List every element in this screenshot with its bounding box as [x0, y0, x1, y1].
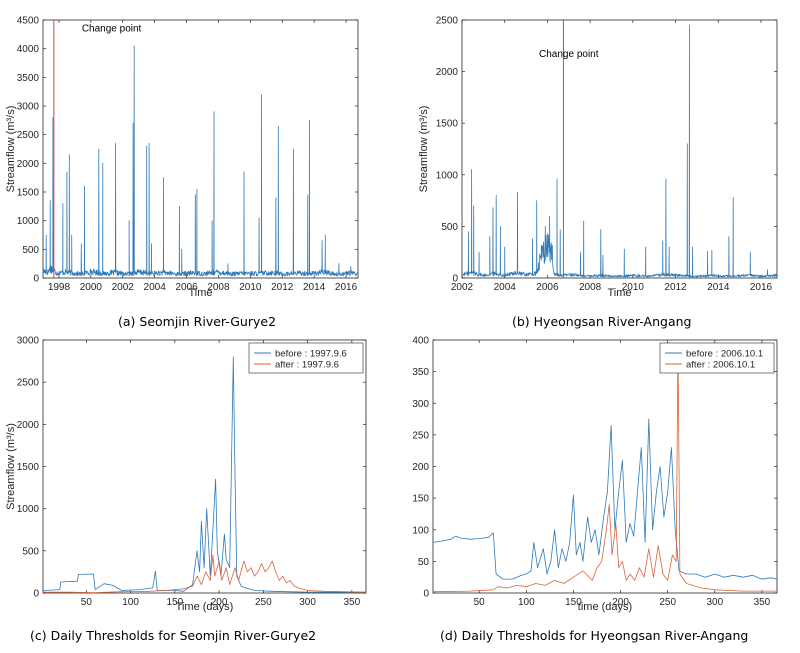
panel-c-xtick-label: 150: [167, 597, 184, 608]
panel-d-ytick-label: 100: [412, 525, 429, 536]
panel-c-xtick-label: 100: [122, 597, 139, 608]
panel-d-xtick-label: 50: [474, 597, 486, 608]
panel-a-xtick-label: 2014: [303, 282, 326, 293]
panel-d-ytick-label: 300: [412, 399, 429, 410]
panel-a-ytick-label: 500: [22, 245, 39, 256]
panel-c-xtick-label: 200: [211, 597, 228, 608]
panel-b-xtick-label: 2012: [664, 282, 687, 293]
panel-c-xtick-label: 50: [81, 597, 93, 608]
panel-c-legend-entry-0: before : 1997.9.6: [275, 348, 347, 359]
caption-a: (a) Seomjin River-Gurye2: [118, 314, 276, 329]
panel-c-y-axis-label: Streamflow (m³/s): [5, 423, 17, 510]
panel-a-xtick-label: 2002: [112, 282, 135, 293]
panel-d-ytick-label: 0: [423, 589, 429, 600]
panel-d-xtick-label: 150: [565, 597, 582, 608]
panel-d-ytick-label: 400: [412, 336, 429, 347]
panel-a-axes-box: [42, 19, 359, 279]
panel-a-x-axis-label: Time: [188, 287, 212, 299]
panel-d-x-axis-label: time (days): [578, 601, 632, 613]
panel-a-xtick-label: 2000: [80, 282, 103, 293]
panel-b-ytick-label: 1500: [436, 119, 459, 130]
panel-d-xtick-label: 250: [659, 597, 676, 608]
panel-b-series-0-line: [461, 24, 777, 278]
panel-d-ytick-label: 350: [412, 367, 429, 378]
panel-a-series-0-line: [42, 45, 359, 277]
panel-c-xtick-label: 350: [343, 597, 360, 608]
panel-b-ytick-label: 1000: [436, 170, 459, 181]
panel-b-xtick-label: 2010: [622, 282, 645, 293]
panel-a-annotation: Change point: [82, 23, 142, 34]
panel-b-ytick-label: 500: [441, 222, 458, 233]
panel-c-ytick-label: 2500: [17, 378, 40, 389]
panel-a-xtick-label: 2012: [271, 282, 294, 293]
panel-d-xtick-label: 300: [706, 597, 723, 608]
panel-a-xtick-label: 2004: [144, 282, 167, 293]
panel-c-series-1-line: [43, 554, 367, 593]
panel-a-ytick-label: 1000: [17, 216, 40, 227]
panel-b-y-axis-label: Streamflow (m³/s): [418, 106, 430, 193]
panel-d-series-0-line: [432, 418, 778, 580]
panel-d-legend-box: [659, 342, 775, 374]
panel-d-ytick-label: 250: [412, 430, 429, 441]
panel-c-legend-box: [248, 342, 364, 374]
panel-a-ytick-label: 4000: [17, 44, 40, 55]
panel-c-ytick-label: 500: [22, 546, 39, 557]
panel-b-ytick-label: 0: [452, 274, 458, 285]
panel-a-xtick-label: 1998: [48, 282, 71, 293]
panel-b-axes-box: [461, 19, 778, 279]
panel-b-annotation: Change point: [539, 49, 599, 60]
panel-d-ytick-label: 150: [412, 494, 429, 505]
panel-c-ytick-label: 0: [33, 589, 39, 600]
panel-c-x-axis-label: Time (days): [176, 601, 234, 613]
panel-d-xtick-label: 100: [518, 597, 535, 608]
panel-d-ytick-label: 50: [418, 557, 430, 568]
caption-b: (b) Hyeongsan River-Angang: [512, 314, 691, 329]
panel-c-xtick-label: 300: [299, 597, 316, 608]
panel-b-xtick-label: 2002: [451, 282, 474, 293]
panel-c-ytick-label: 3000: [17, 336, 40, 347]
panel-a-xtick-label: 2010: [239, 282, 262, 293]
panel-b-xtick-label: 2014: [707, 282, 730, 293]
panel-c-xtick-label: 250: [255, 597, 272, 608]
panel-d-ytick-label: 200: [412, 462, 429, 473]
panel-b-xtick-label: 2006: [536, 282, 559, 293]
panel-a-xtick-label: 2016: [335, 282, 358, 293]
panel-c-ytick-label: 1000: [17, 504, 40, 515]
panel-b-x-axis-label: Time: [607, 287, 631, 299]
panel-d-axes-box: [432, 339, 778, 594]
panel-a-ytick-label: 3500: [17, 73, 40, 84]
panel-a-xtick-label: 2008: [207, 282, 230, 293]
panel-c-ytick-label: 2000: [17, 420, 40, 431]
panel-b-ytick-label: 2000: [436, 67, 459, 78]
caption-d: (d) Daily Thresholds for Hyeongsan River…: [440, 628, 748, 643]
panel-a-ytick-label: 2500: [17, 130, 40, 141]
panel-b-xtick-label: 2016: [750, 282, 773, 293]
panel-c-ytick-label: 1500: [17, 462, 40, 473]
panel-a-ytick-label: 1500: [17, 188, 40, 199]
panel-a-xtick-label: 2006: [175, 282, 198, 293]
panel-c-series-0-line: [42, 356, 366, 593]
panel-a-y-axis-label: Streamflow (m³/s): [5, 106, 17, 193]
panel-d-xtick-label: 350: [754, 597, 771, 608]
panel-d-xtick-label: 200: [612, 597, 629, 608]
panel-d-legend-entry-0: before : 2006.10.1: [686, 348, 763, 359]
panel-a-ytick-label: 3000: [17, 102, 40, 113]
panel-b-xtick-label: 2004: [494, 282, 517, 293]
panel-d-legend-entry-1: after : 2006.10.1: [686, 359, 755, 370]
panel-b-xtick-label: 2008: [579, 282, 602, 293]
panel-a-ytick-label: 4500: [17, 16, 40, 27]
panel-b-ytick-label: 2500: [436, 16, 459, 27]
panel-a-ytick-label: 0: [33, 274, 39, 285]
panel-c-legend-entry-1: after : 1997.9.6: [275, 359, 339, 370]
panel-a-ytick-label: 2000: [17, 159, 40, 170]
panel-d-series-1-line: [432, 342, 777, 593]
caption-c: (c) Daily Thresholds for Seomjin River-G…: [30, 628, 316, 643]
